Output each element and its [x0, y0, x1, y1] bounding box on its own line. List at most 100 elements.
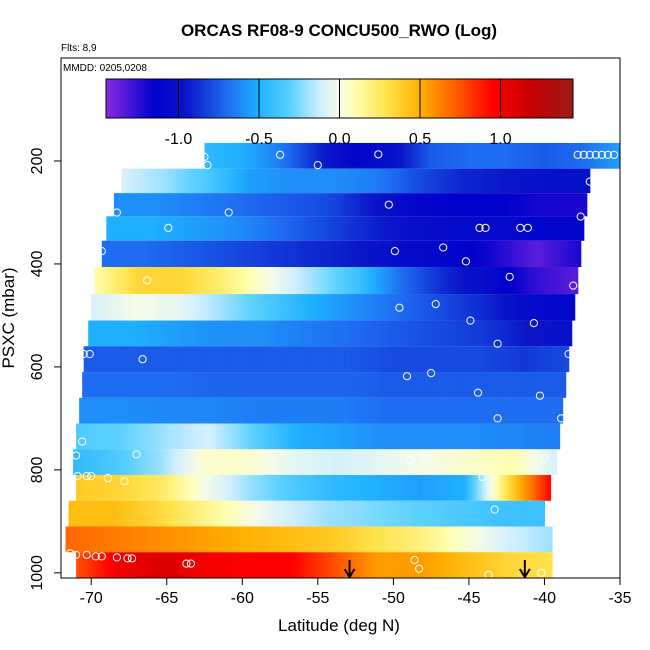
- heatmap-cell: [406, 449, 410, 476]
- heatmap-cell: [274, 372, 278, 398]
- heatmap-cell: [145, 320, 149, 347]
- heatmap-cell: [377, 526, 382, 553]
- heatmap-cell: [343, 142, 347, 169]
- heatmap-cell: [556, 240, 561, 268]
- heatmap-cell: [202, 449, 206, 476]
- heatmap-cell: [219, 142, 224, 169]
- heatmap-cell: [227, 193, 232, 217]
- heatmap-cell: [505, 294, 510, 321]
- heatmap-cell: [313, 500, 318, 527]
- heatmap-cell: [71, 500, 76, 527]
- heatmap-cell: [490, 500, 495, 527]
- heatmap-cell: [532, 475, 537, 501]
- heatmap-cell: [193, 320, 197, 347]
- heatmap-cell: [193, 372, 197, 398]
- heatmap-cell: [565, 142, 570, 169]
- heatmap-cell: [421, 168, 426, 194]
- heatmap-cell: [175, 216, 179, 241]
- heatmap-cell: [392, 346, 396, 373]
- heatmap-cell: [163, 449, 167, 476]
- sample-marker: [478, 473, 487, 482]
- heatmap-cell: [277, 168, 282, 194]
- sample-marker: [79, 349, 88, 359]
- heatmap-cell: [370, 449, 374, 476]
- heatmap-cell: [151, 267, 155, 295]
- heatmap-cell: [499, 240, 504, 268]
- heatmap-cell: [202, 423, 206, 450]
- heatmap-cell: [121, 397, 125, 424]
- heatmap-cell: [547, 397, 552, 424]
- heatmap-cell: [512, 526, 517, 553]
- heatmap-cell: [523, 449, 528, 476]
- heatmap-cell: [295, 294, 300, 321]
- heatmap-cell: [499, 449, 504, 476]
- heatmap-cell: [376, 372, 381, 398]
- heatmap-cell: [385, 397, 390, 424]
- heatmap-cell: [253, 267, 257, 295]
- heatmap-cell: [250, 320, 254, 347]
- heatmap-cell: [160, 397, 164, 424]
- heatmap-cell: [352, 500, 357, 527]
- heatmap-cell: [457, 500, 462, 527]
- heatmap-cell: [361, 267, 366, 295]
- heatmap-cell: [235, 267, 239, 295]
- heatmap-cell: [203, 500, 207, 527]
- heatmap-cell: [481, 320, 486, 347]
- heatmap-cell: [141, 552, 146, 578]
- heatmap-cell: [261, 552, 266, 578]
- sample-marker: [374, 150, 383, 159]
- sample-marker: [439, 243, 448, 252]
- heatmap-cell: [353, 346, 357, 373]
- heatmap-cell: [372, 552, 377, 578]
- heatmap-cell: [403, 475, 407, 501]
- heatmap-cell: [401, 526, 406, 553]
- heatmap-cell: [121, 267, 125, 295]
- heatmap-cell: [313, 216, 318, 241]
- heatmap-cell: [193, 397, 197, 424]
- heatmap-row: [76, 423, 561, 450]
- heatmap-cell: [409, 168, 414, 194]
- heatmap-cell: [340, 216, 345, 241]
- heatmap-cell: [319, 423, 323, 450]
- heatmap-cell: [303, 142, 308, 169]
- heatmap-cell: [197, 526, 202, 553]
- heatmap-cell: [535, 500, 540, 527]
- heatmap-cell: [464, 193, 468, 217]
- heatmap-cell: [601, 142, 606, 169]
- heatmap-cell: [371, 526, 376, 553]
- heatmap-cell: [508, 193, 513, 217]
- heatmap-cell: [538, 168, 543, 194]
- heatmap-cell: [312, 142, 317, 169]
- heatmap-cell: [386, 526, 391, 553]
- arrow-head: [518, 568, 531, 578]
- heatmap-cell: [272, 500, 276, 527]
- heatmap-cell: [397, 168, 402, 194]
- heatmap-cell: [302, 193, 307, 217]
- heatmap-cell: [475, 240, 480, 268]
- heatmap-cell: [85, 372, 89, 398]
- heatmap-cell: [440, 526, 445, 553]
- heatmap-cell: [430, 500, 435, 527]
- heatmap-cell: [457, 240, 462, 268]
- heatmap-cell: [118, 216, 122, 241]
- heatmap-cell: [478, 397, 483, 424]
- heatmap-cell: [334, 294, 339, 321]
- sample-marker: [431, 300, 440, 309]
- heatmap-cell: [343, 320, 348, 347]
- heatmap-cell: [418, 397, 423, 424]
- heatmap-cell: [250, 294, 254, 321]
- heatmap-cell: [418, 216, 423, 241]
- heatmap-cell: [179, 240, 184, 268]
- heatmap-cell: [158, 193, 163, 217]
- heatmap-cell: [373, 475, 377, 501]
- heatmap-cell: [154, 168, 159, 194]
- heatmap-cell: [217, 475, 221, 501]
- heatmap-cell: [79, 475, 83, 501]
- heatmap-cell: [200, 240, 205, 268]
- heatmap-cell: [433, 346, 438, 373]
- heatmap-cell: [487, 397, 492, 424]
- heatmap-cell: [302, 240, 306, 268]
- heatmap-cell: [197, 346, 202, 373]
- heatmap-cell: [511, 346, 516, 373]
- heatmap-cell: [325, 372, 329, 398]
